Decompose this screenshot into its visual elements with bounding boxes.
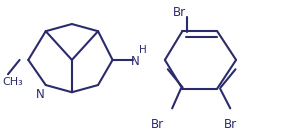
Text: Br: Br [173,6,186,19]
Text: N: N [131,55,139,68]
Text: Br: Br [224,118,237,131]
Text: Br: Br [151,118,164,131]
Text: H: H [139,45,147,55]
Text: N: N [36,88,44,101]
Text: CH₃: CH₃ [2,77,23,87]
